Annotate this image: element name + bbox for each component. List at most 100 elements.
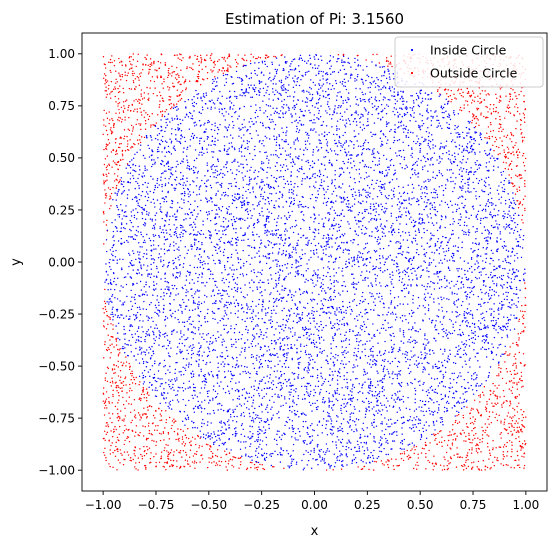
- inside-point: [375, 82, 377, 85]
- outside-point: [150, 126, 152, 128]
- inside-point: [275, 328, 277, 330]
- inside-point: [251, 405, 253, 407]
- inside-point: [339, 136, 341, 139]
- outside-point: [120, 361, 122, 363]
- inside-point: [500, 328, 502, 331]
- inside-point: [396, 266, 398, 268]
- inside-point: [158, 334, 161, 336]
- inside-point: [305, 386, 308, 388]
- inside-point: [164, 140, 167, 142]
- outside-point: [165, 410, 167, 412]
- inside-point: [320, 388, 322, 391]
- inside-point: [417, 228, 420, 230]
- inside-point: [298, 170, 300, 173]
- inside-point: [213, 294, 216, 297]
- inside-point: [407, 284, 409, 286]
- inside-point: [176, 109, 178, 111]
- inside-point: [310, 355, 313, 357]
- inside-point: [240, 424, 243, 427]
- inside-point: [502, 170, 505, 173]
- inside-point: [357, 344, 360, 346]
- inside-point: [411, 259, 413, 262]
- inside-point: [488, 184, 490, 186]
- inside-point: [325, 248, 327, 250]
- inside-point: [226, 314, 228, 316]
- inside-point: [266, 404, 269, 406]
- inside-point: [300, 227, 302, 230]
- inside-point: [326, 201, 329, 203]
- inside-point: [298, 129, 301, 131]
- inside-point: [144, 195, 147, 198]
- inside-point: [135, 341, 137, 344]
- inside-point: [309, 177, 312, 179]
- inside-point: [464, 191, 467, 193]
- inside-point: [334, 261, 336, 263]
- inside-point: [413, 116, 415, 119]
- outside-point: [510, 373, 513, 376]
- inside-point: [422, 389, 424, 391]
- inside-point: [473, 138, 476, 140]
- inside-point: [287, 453, 290, 455]
- inside-point: [127, 172, 129, 174]
- inside-point: [484, 348, 486, 351]
- inside-point: [259, 107, 261, 109]
- inside-point: [512, 192, 514, 194]
- inside-point: [324, 156, 327, 158]
- inside-point: [192, 352, 195, 355]
- inside-point: [200, 425, 203, 428]
- inside-point: [352, 383, 354, 386]
- inside-point: [257, 218, 259, 221]
- inside-point: [412, 302, 414, 304]
- inside-point: [475, 195, 477, 197]
- inside-point: [158, 344, 160, 346]
- inside-point: [154, 163, 156, 165]
- inside-point: [346, 378, 348, 381]
- inside-point: [180, 178, 182, 181]
- inside-point: [155, 307, 157, 309]
- outside-point: [455, 419, 457, 422]
- inside-point: [294, 68, 297, 70]
- inside-point: [421, 400, 424, 403]
- inside-point: [431, 206, 434, 209]
- outside-point: [115, 150, 117, 153]
- inside-point: [231, 275, 234, 278]
- inside-point: [400, 385, 403, 388]
- inside-point: [289, 65, 291, 67]
- outside-point: [118, 180, 121, 183]
- inside-point: [281, 84, 283, 87]
- inside-point: [205, 236, 207, 239]
- inside-point: [289, 394, 291, 396]
- inside-point: [459, 257, 462, 259]
- inside-point: [307, 451, 309, 454]
- inside-point: [369, 86, 372, 89]
- inside-point: [457, 246, 459, 249]
- inside-point: [407, 358, 409, 360]
- outside-point: [156, 70, 158, 72]
- outside-point: [500, 420, 502, 422]
- inside-point: [226, 74, 229, 76]
- inside-point: [171, 119, 174, 121]
- inside-point: [266, 177, 268, 179]
- inside-point: [174, 216, 177, 218]
- inside-point: [459, 224, 461, 227]
- inside-point: [183, 229, 186, 232]
- inside-point: [189, 145, 191, 147]
- inside-point: [379, 350, 381, 352]
- outside-point: [135, 417, 137, 419]
- outside-point: [145, 417, 148, 419]
- inside-point: [385, 453, 387, 456]
- inside-point: [318, 293, 320, 296]
- inside-point: [434, 363, 437, 366]
- inside-point: [391, 205, 393, 207]
- outside-point: [136, 75, 138, 78]
- inside-point: [513, 260, 516, 262]
- inside-point: [316, 399, 318, 402]
- inside-point: [207, 395, 209, 398]
- outside-point: [237, 54, 239, 56]
- inside-point: [392, 274, 394, 276]
- inside-point: [384, 195, 387, 197]
- inside-point: [374, 98, 376, 100]
- inside-point: [227, 187, 230, 190]
- inside-point: [501, 300, 503, 303]
- inside-point: [143, 264, 145, 266]
